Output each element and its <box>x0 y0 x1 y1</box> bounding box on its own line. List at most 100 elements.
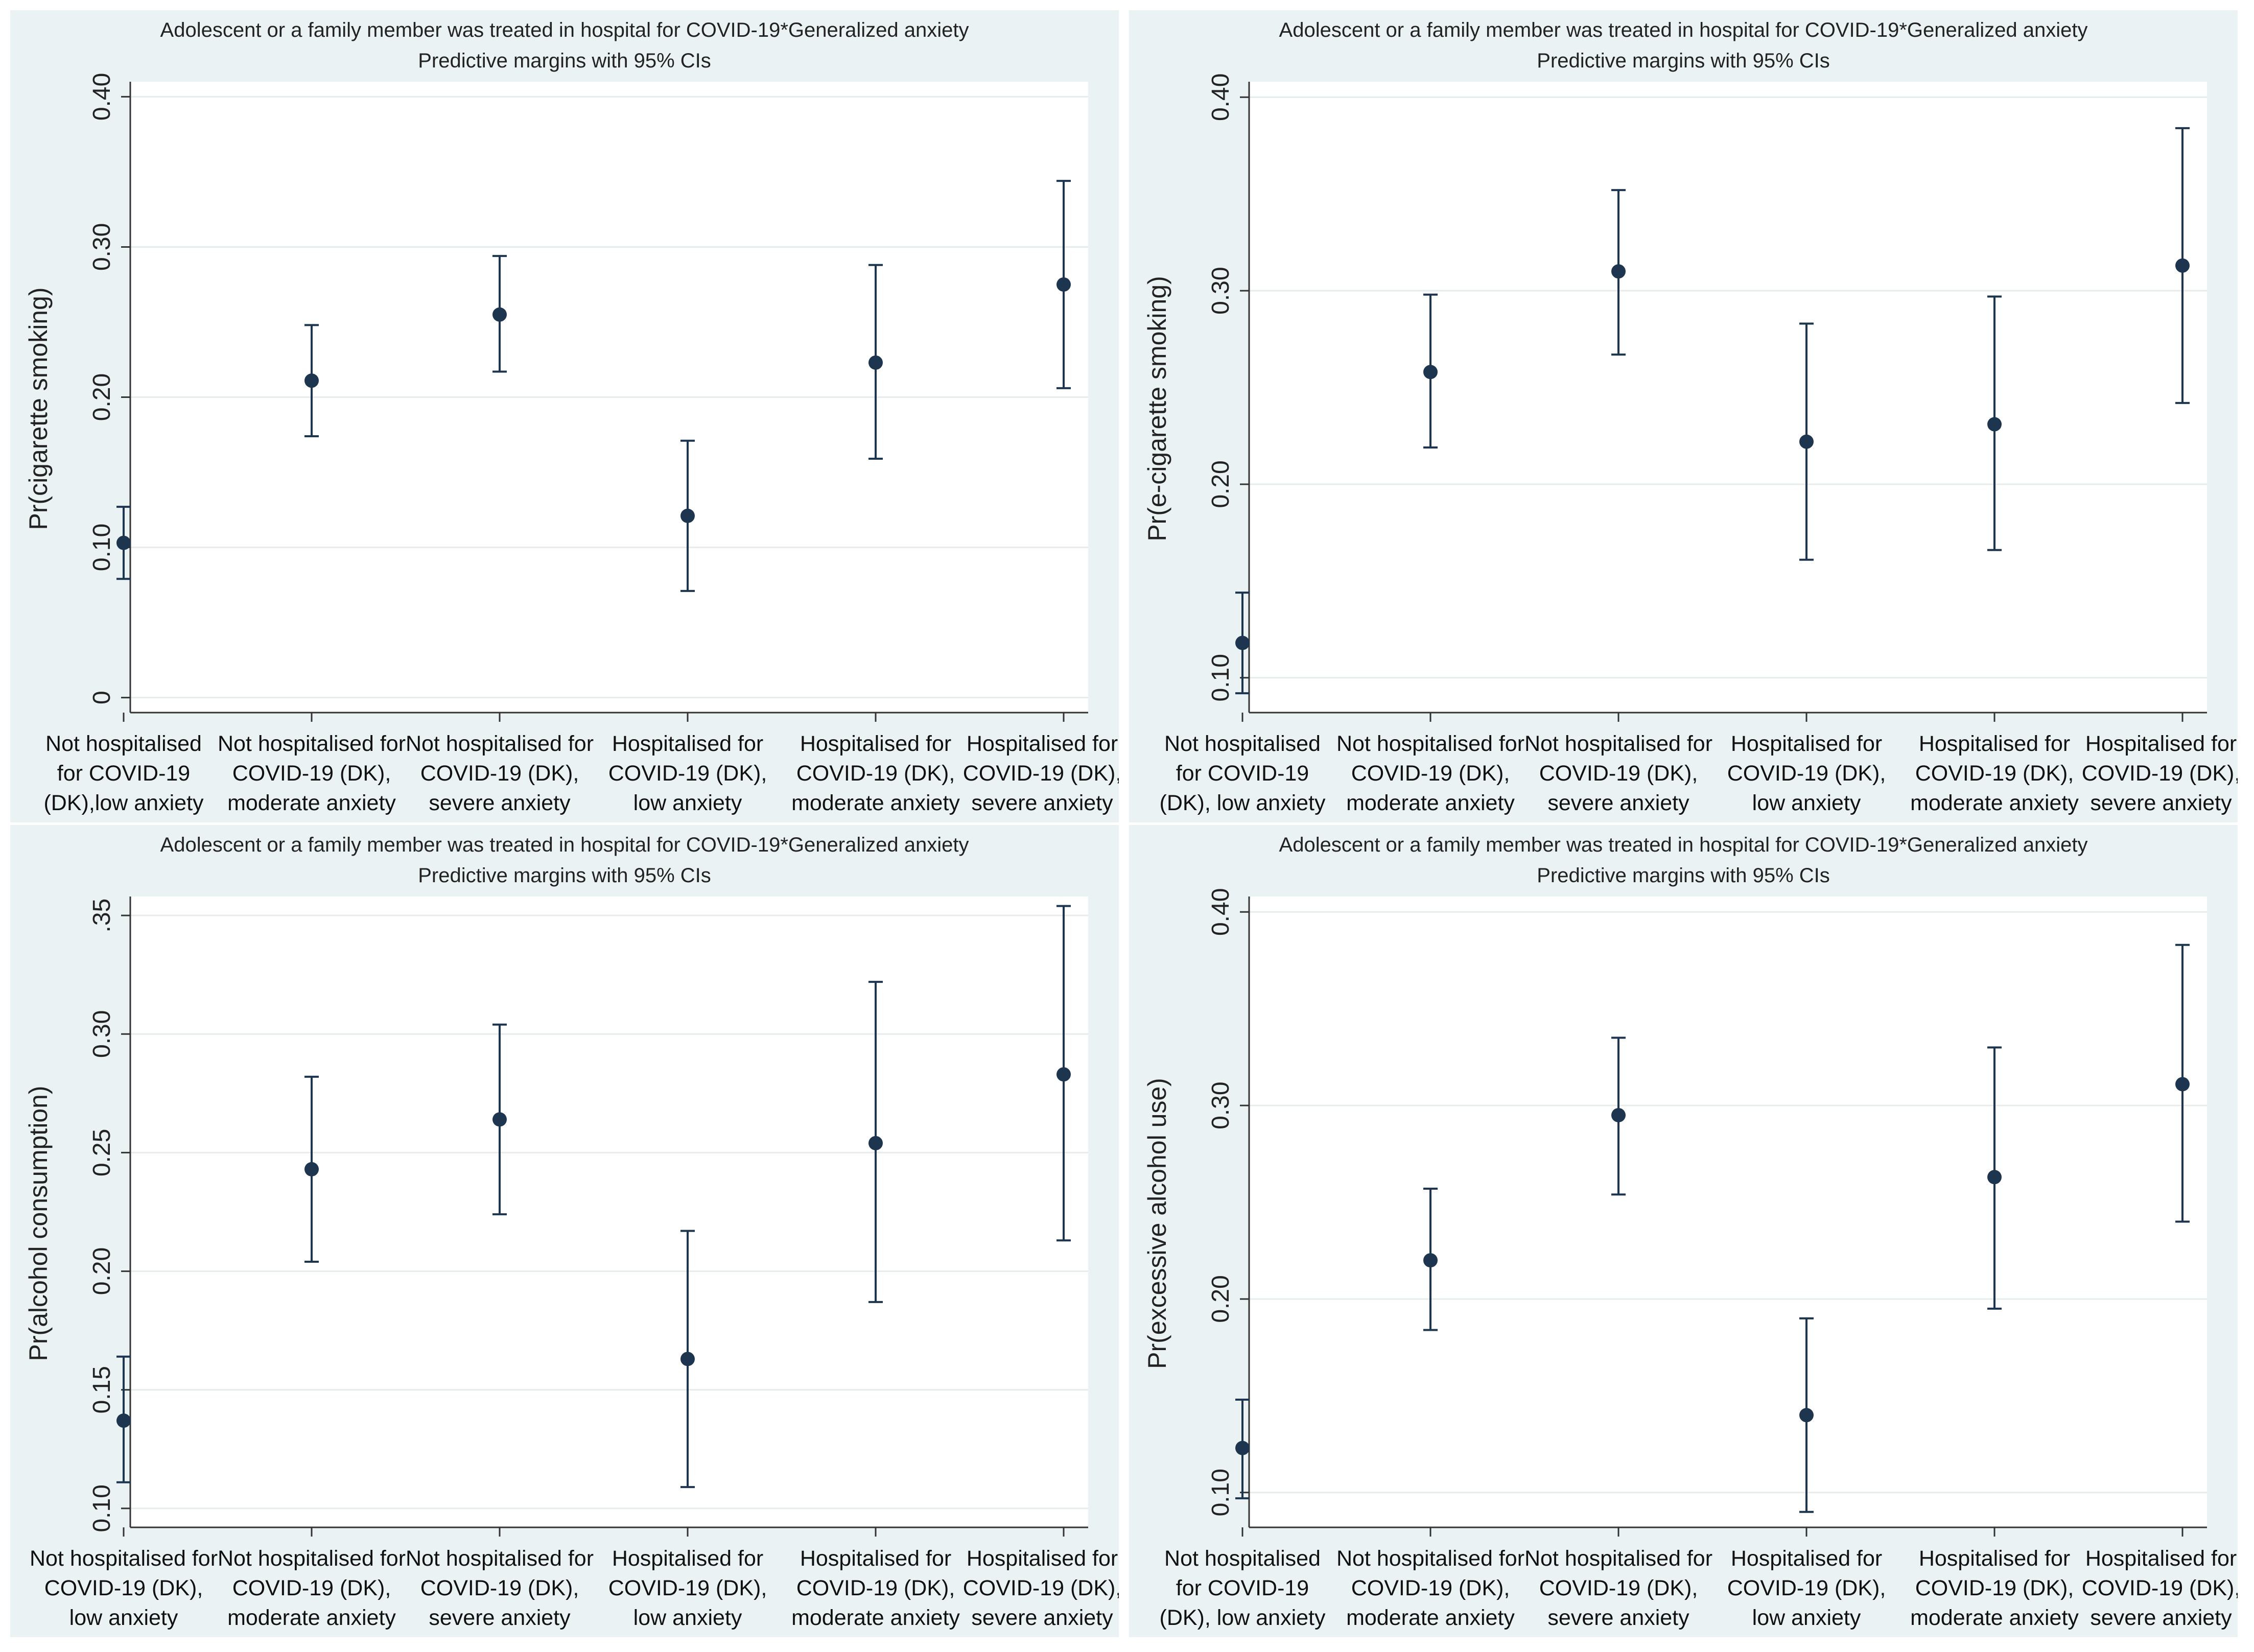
y-tick-label: 0.20 <box>1207 1275 1234 1323</box>
chart-d-subtitle: Predictive margins with 95% CIs <box>1537 864 1830 887</box>
x-category-label: low anxiety <box>633 791 742 815</box>
x-category-label: Hospitalised for <box>1731 1546 1882 1571</box>
x-category-label: Not hospitalised <box>45 731 202 756</box>
x-category-label: Hospitalised for <box>1919 731 2070 756</box>
x-category-label: Not hospitalised <box>1164 1546 1321 1571</box>
x-category-label: Hospitalised for <box>1731 731 1882 756</box>
x-category-label: severe anxiety <box>971 1606 1113 1630</box>
chart-a-subtitle: Predictive margins with 95% CIs <box>418 50 711 72</box>
plot-area <box>1249 82 2207 713</box>
x-category-label: Hospitalised for <box>800 731 951 756</box>
x-category-label: severe anxiety <box>429 791 571 815</box>
x-category-label: Hospitalised for <box>1919 1546 2070 1571</box>
x-category-label: (DK), low anxiety <box>1160 1606 1326 1630</box>
chart-c-svg: Adolescent or a family member was treate… <box>24 834 1119 1630</box>
chart-b-ylabel: Pr(e-cigarette smoking) <box>1143 276 1171 541</box>
x-category-label: Not hospitalised for <box>1524 731 1712 756</box>
x-category-label: Not hospitalised <box>1164 731 1321 756</box>
y-tick-label: 0.20 <box>88 373 115 421</box>
margin-point <box>1987 417 2002 432</box>
x-category-label: COVID-19 (DK), <box>608 761 767 786</box>
x-category-label: Hospitalised for <box>967 731 1118 756</box>
x-category-label: moderate anxiety <box>1910 1606 2079 1630</box>
x-category-label: Not hospitalised for <box>406 731 594 756</box>
x-category-label: low anxiety <box>1752 1606 1861 1630</box>
x-category-label: COVID-19 (DK), <box>1915 1576 2074 1600</box>
x-category-label: COVID-19 (DK), <box>796 761 955 786</box>
margin-point <box>1235 1441 1250 1455</box>
margin-point <box>868 1136 883 1150</box>
chart-d-title: Adolescent or a family member was treate… <box>1279 834 2088 856</box>
chart-panel-b: Adolescent or a family member was treate… <box>1129 10 2238 822</box>
x-category-label: COVID-19 (DK), <box>2082 1576 2238 1600</box>
x-category-label: COVID-19 (DK), <box>1539 761 1698 786</box>
x-category-label: Not hospitalised for <box>218 731 406 756</box>
y-tick-label: .35 <box>88 899 115 933</box>
y-tick-label: 0.10 <box>88 1484 115 1532</box>
y-tick-label: 0.30 <box>88 1010 115 1058</box>
x-category-label: Hospitalised for <box>2085 1546 2237 1571</box>
chart-b-svg: Adolescent or a family member was treate… <box>1143 19 2238 815</box>
x-category-label: severe anxiety <box>2090 791 2232 815</box>
margin-point <box>492 307 507 322</box>
chart-c-title: Adolescent or a family member was treate… <box>160 834 969 856</box>
chart-b-plot: 0.10 0.20 0.30 0.40 Not hospitalised for COVI… <box>1160 74 2238 815</box>
margin-point <box>304 1162 319 1176</box>
x-category-label: low anxiety <box>1752 791 1861 815</box>
x-category-label: Not hospitalised for <box>406 1546 594 1571</box>
y-tick-label: 0.20 <box>88 1247 115 1295</box>
x-category-label: Not hospitalised for <box>30 1546 218 1571</box>
margin-point <box>492 1112 507 1127</box>
x-category-label: severe anxiety <box>1547 791 1689 815</box>
x-category-label: Hospitalised for <box>612 1546 763 1571</box>
x-category-label: moderate anxiety <box>791 791 960 815</box>
chart-panel-c: Adolescent or a family member was treate… <box>10 825 1119 1637</box>
margin-point <box>1611 1108 1626 1123</box>
x-category-label: for COVID-19 <box>1176 761 1309 786</box>
x-category-label: severe anxiety <box>1547 1606 1689 1630</box>
x-category-label: Hospitalised for <box>612 731 763 756</box>
margin-point <box>1799 434 1814 449</box>
margin-point <box>2175 1077 2190 1092</box>
plot-area <box>1249 896 2207 1527</box>
x-category-label: COVID-19 (DK), <box>608 1576 767 1600</box>
x-category-label: for COVID-19 <box>1176 1576 1309 1600</box>
chart-d-plot: 0.10 0.20 0.30 0.40 Not hospitalised for COVI… <box>1160 888 2238 1630</box>
margin-point <box>1235 635 1250 650</box>
y-tick-label: 0.10 <box>1207 654 1234 701</box>
x-category-label: low anxiety <box>633 1606 742 1630</box>
chart-b-subtitle: Predictive margins with 95% CIs <box>1537 50 1830 72</box>
x-category-label: Not hospitalised for <box>1524 1546 1712 1571</box>
x-category-label: moderate anxiety <box>227 1606 396 1630</box>
x-category-label: moderate anxiety <box>1910 791 2079 815</box>
x-category-label: moderate anxiety <box>227 791 396 815</box>
x-category-label: COVID-19 (DK), <box>1351 761 1510 786</box>
y-tick-label: 0.30 <box>1207 1081 1234 1129</box>
x-category-label: COVID-19 (DK), <box>1351 1576 1510 1600</box>
y-tick-label: 0.20 <box>1207 460 1234 508</box>
x-category-label: Not hospitalised for <box>1336 1546 1524 1571</box>
x-category-label: Not hospitalised for <box>218 1546 406 1571</box>
x-category-label: moderate anxiety <box>1346 791 1515 815</box>
x-category-label: COVID-19 (DK), <box>796 1576 955 1600</box>
x-category-label: COVID-19 (DK), <box>232 1576 391 1600</box>
x-category-label: severe anxiety <box>2090 1606 2232 1630</box>
chart-a-title: Adolescent or a family member was treate… <box>160 19 969 41</box>
y-tick-label: 0.10 <box>1207 1469 1234 1516</box>
plot-area <box>130 896 1088 1527</box>
chart-d-ylabel: Pr(excessive alcohol use) <box>1143 1078 1171 1369</box>
margin-point <box>1423 365 1438 380</box>
x-category-label: severe anxiety <box>971 791 1113 815</box>
chart-a-svg: Adolescent or a family member was treate… <box>24 19 1119 815</box>
chart-c-ylabel: Pr(alcohol consumption) <box>24 1085 53 1361</box>
margin-point <box>1423 1253 1438 1268</box>
y-tick-label: 0.25 <box>88 1129 115 1176</box>
chart-panel-d: Adolescent or a family member was treate… <box>1129 825 2238 1637</box>
y-tick-label: 0.30 <box>1207 267 1234 314</box>
x-category-label: Hospitalised for <box>800 1546 951 1571</box>
margin-point <box>680 1352 695 1366</box>
chart-d-svg: Adolescent or a family member was treate… <box>1143 834 2238 1630</box>
x-category-label: (DK), low anxiety <box>1160 791 1326 815</box>
margin-point <box>116 535 131 550</box>
x-category-label: (DK),low anxiety <box>43 791 204 815</box>
